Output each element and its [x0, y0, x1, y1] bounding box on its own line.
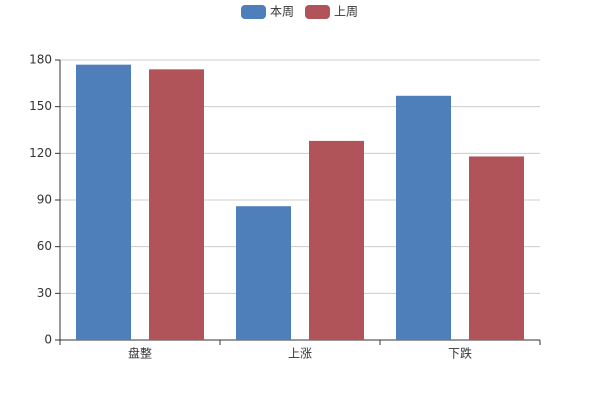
x-tick-label: 下跌: [448, 346, 472, 361]
y-tick-label: 180: [29, 53, 52, 67]
legend-swatch: [241, 5, 266, 19]
y-tick-label: 30: [37, 286, 52, 300]
bar: [76, 64, 131, 341]
y-tick-label: 60: [37, 239, 52, 253]
legend-swatch: [305, 5, 330, 19]
y-tick-label: 0: [44, 333, 52, 347]
x-tick-label: 盘整: [128, 346, 152, 361]
y-tick-label: 90: [37, 193, 52, 207]
bar: [396, 95, 451, 341]
bar: [236, 206, 291, 340]
x-tick-label: 上涨: [288, 346, 312, 361]
legend-label: 上周: [334, 5, 358, 19]
bar: [149, 69, 204, 340]
y-tick-label: 120: [29, 146, 52, 160]
bar: [309, 140, 364, 340]
legend-label: 本周: [270, 5, 294, 19]
bar: [469, 156, 524, 340]
y-tick-label: 150: [29, 99, 52, 113]
